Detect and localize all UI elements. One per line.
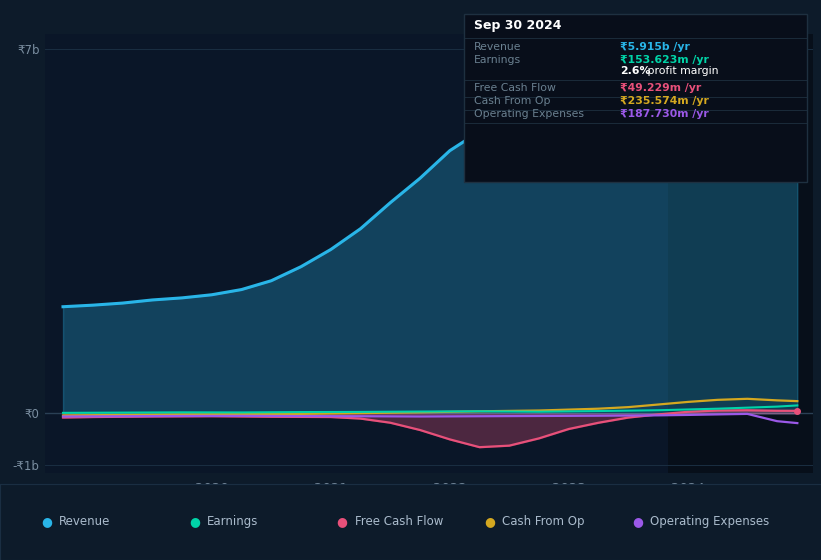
Text: Operating Expenses: Operating Expenses [474,109,584,119]
Text: Earnings: Earnings [474,55,521,66]
Text: profit margin: profit margin [644,67,719,77]
Text: Revenue: Revenue [59,515,111,529]
Text: Revenue: Revenue [474,43,521,53]
Text: ₹5.915b /yr: ₹5.915b /yr [620,43,690,53]
Text: ₹153.623m /yr: ₹153.623m /yr [620,55,709,66]
Text: ●: ● [337,515,347,529]
Text: 2.6%: 2.6% [620,67,650,77]
Text: Cash From Op: Cash From Op [474,96,550,106]
Text: Operating Expenses: Operating Expenses [650,515,769,529]
Text: ₹235.574m /yr: ₹235.574m /yr [620,96,709,106]
Text: ₹49.229m /yr: ₹49.229m /yr [620,83,701,94]
Text: Free Cash Flow: Free Cash Flow [474,83,556,94]
Text: ●: ● [41,515,52,529]
Text: ●: ● [189,515,200,529]
Text: ●: ● [632,515,643,529]
Text: ●: ● [484,515,495,529]
Text: Sep 30 2024: Sep 30 2024 [474,18,562,31]
Text: Earnings: Earnings [207,515,259,529]
Bar [667,34,813,473]
Text: Free Cash Flow: Free Cash Flow [355,515,443,529]
Text: Cash From Op: Cash From Op [502,515,585,529]
Text: ₹187.730m /yr: ₹187.730m /yr [620,109,709,119]
